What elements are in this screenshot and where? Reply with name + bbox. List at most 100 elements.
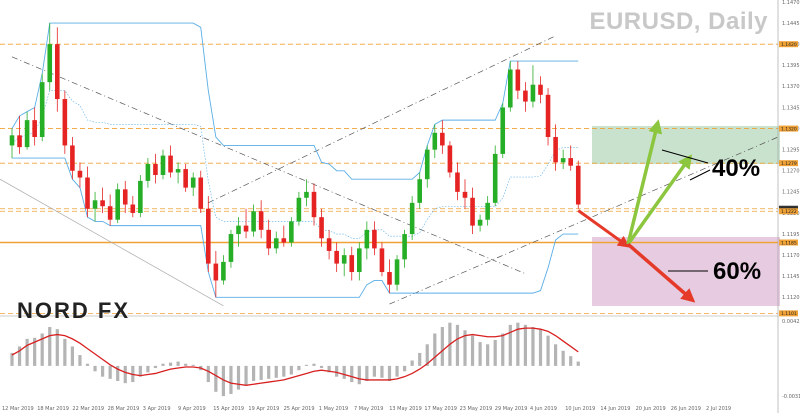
date-tick-label: 22 Mar 2019 <box>72 406 104 412</box>
macd-histogram-bar <box>380 365 384 378</box>
macd-histogram-bar <box>463 330 467 366</box>
candle-body <box>538 84 543 95</box>
candle-body <box>183 169 188 188</box>
macd-histogram-bar <box>569 356 573 366</box>
date-tick-label: 17 May 2019 <box>424 406 457 412</box>
downtrend-line <box>11 56 526 275</box>
price-tag-label: 1.1222 <box>781 209 797 215</box>
macd-histogram-bar <box>395 365 399 377</box>
candle-body <box>372 229 377 249</box>
candlesticks <box>9 23 581 298</box>
pointer-line-b <box>689 169 711 181</box>
candle-body <box>77 170 83 178</box>
macd-histogram-bar <box>33 337 37 366</box>
candle-body <box>387 272 392 285</box>
date-tick-label: 3 Apr 2019 <box>143 406 171 412</box>
nordfx-logo: NORD FX <box>17 298 130 323</box>
macd-histogram-bar <box>78 355 82 366</box>
macd-histogram-bar <box>470 335 475 366</box>
price-tick-label: 1.1345 <box>782 105 800 111</box>
date-tick-label: 13 May 2019 <box>389 406 422 412</box>
scenario-arrows <box>577 119 711 303</box>
candle-body <box>455 172 460 192</box>
channel-bands <box>11 22 579 298</box>
candle-body <box>409 202 415 235</box>
macd-histogram-bar <box>10 352 14 366</box>
price-tick-label: 1.1395 <box>782 63 800 69</box>
price-tag-bg <box>779 160 798 167</box>
date-tick-label: 23 May 2019 <box>460 406 493 412</box>
uptrend-channel-bottom <box>389 136 779 305</box>
price-tag-label: 1.1420 <box>781 42 797 48</box>
candle-body <box>251 211 256 232</box>
price-tag-label: 1.1320 <box>781 126 797 132</box>
macd-histogram-bar <box>350 365 354 383</box>
macd-histogram-bar <box>282 365 286 377</box>
price-tick-label: 1.1470 <box>782 0 800 6</box>
candle-body <box>228 234 234 262</box>
macd-histogram-bar <box>25 338 29 366</box>
macd-histogram-bar <box>184 363 188 366</box>
candle-body <box>485 202 490 220</box>
macd-histogram-bar <box>410 360 414 366</box>
price-tick-label: 1.1295 <box>782 147 800 153</box>
candle-body <box>304 191 309 198</box>
date-tick-label: 14 Jun 2019 <box>600 406 630 412</box>
price-tag-bg <box>779 208 798 215</box>
candle-body <box>545 94 551 138</box>
candle-body <box>515 69 521 91</box>
macd-histogram-bar <box>244 365 248 386</box>
macd-histogram-bar <box>561 350 565 366</box>
macd-histogram-bar <box>538 329 543 366</box>
price-tag-label: 1.1185 <box>781 240 797 246</box>
candle-body <box>394 259 400 285</box>
candle-body <box>334 250 339 264</box>
candle-body <box>266 229 271 249</box>
price-tag-bg <box>779 41 798 48</box>
macd-histogram-bar <box>146 365 150 373</box>
candle-body <box>145 164 151 181</box>
macd-histogram-bar <box>116 365 120 381</box>
candle-body <box>500 107 506 154</box>
date-tick-label: 29 May 2019 <box>495 406 528 412</box>
macd-histogram-bar <box>433 333 437 366</box>
date-tick-label: 15 Apr 2019 <box>213 406 244 412</box>
macd-histogram-bar <box>259 365 263 380</box>
macd-histogram-bar <box>267 365 271 379</box>
candle-body <box>153 164 158 175</box>
arrow-to-support <box>577 209 630 248</box>
candle-body <box>243 225 249 232</box>
date-tick-label: 19 Apr 2019 <box>248 406 279 412</box>
price-tick-label: 1.1145 <box>782 274 800 280</box>
macd-histogram-bar <box>501 333 505 366</box>
date-tick-label: 18 Mar 2019 <box>37 406 69 412</box>
candle-body <box>508 69 513 108</box>
macd-histogram-bar <box>101 365 105 377</box>
candle-body <box>190 177 196 188</box>
candle-body <box>364 229 370 249</box>
candle-body <box>349 255 355 273</box>
candle-body <box>62 99 68 146</box>
candle-body <box>100 200 105 207</box>
macd-histogram-bar <box>372 365 376 377</box>
candle-body <box>341 255 347 264</box>
macd-histogram-bar <box>312 363 316 366</box>
candle-body <box>311 191 317 218</box>
price-tick-label: 1.1270 <box>782 169 800 175</box>
macd-histogram-bar <box>153 365 158 369</box>
chart-title: EURUSD, Daily <box>589 8 768 35</box>
macd-histogram-bar <box>289 365 293 375</box>
price-tag-label: 1.1279 <box>781 161 797 167</box>
price-tick-label: 1.1445 <box>782 21 800 27</box>
macd-histogram-bar <box>425 344 429 366</box>
macd-histogram-bar <box>335 365 339 377</box>
date-tick-label: 2 Jul 2019 <box>706 406 731 412</box>
macd-histogram-bar <box>191 364 195 366</box>
macd-histogram-bar <box>138 365 142 377</box>
price-tick-label: 1.1170 <box>782 253 800 259</box>
macd-histogram-bar <box>576 361 580 366</box>
candle-body <box>560 158 566 163</box>
candle-body <box>47 44 53 83</box>
candle-body <box>55 44 60 100</box>
candle-body <box>122 189 128 205</box>
